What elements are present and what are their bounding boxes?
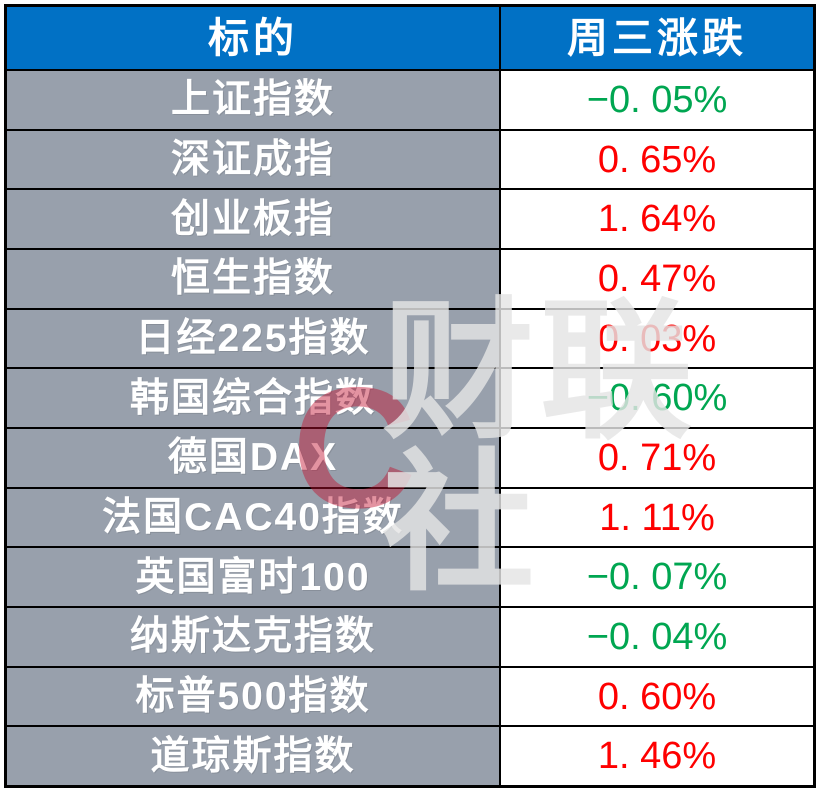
table-header-row: 标的 周三涨跌 [7, 7, 813, 69]
table-row: 深证成指 0. 65% [7, 128, 813, 189]
table-row: 道琼斯指数 1. 46% [7, 725, 813, 786]
index-name: 纳斯达克指数 [7, 608, 501, 666]
index-name: 上证指数 [7, 71, 501, 129]
table-row: 创业板指 1. 64% [7, 188, 813, 249]
table-row: 德国DAX 0. 71% [7, 427, 813, 487]
index-change-value: 1. 46% [501, 727, 813, 786]
index-change-value: 0. 65% [501, 130, 813, 189]
index-name: 创业板指 [7, 190, 501, 249]
table-row: 法国CAC40指数 1. 11% [7, 486, 813, 547]
index-change-value: −0. 04% [501, 608, 813, 666]
index-change-value: 1. 11% [501, 488, 813, 547]
index-name: 道琼斯指数 [7, 727, 501, 786]
index-change-value: −0. 05% [501, 71, 813, 129]
header-wednesday-change: 周三涨跌 [567, 14, 747, 61]
table-row: 韩国综合指数 −0. 60% [7, 367, 813, 428]
index-name: 日经225指数 [7, 309, 501, 368]
table-row: 标普500指数 0. 60% [7, 665, 813, 726]
index-name: 恒生指数 [7, 250, 501, 308]
index-name: 英国富时100 [7, 548, 501, 607]
table-row: 恒生指数 0. 47% [7, 248, 813, 308]
table-row: 英国富时100 −0. 07% [7, 546, 813, 607]
index-change-value: 0. 47% [501, 250, 813, 308]
index-name: 法国CAC40指数 [7, 488, 501, 547]
table-row: 上证指数 −0. 05% [7, 69, 813, 129]
indices-change-table: 标的 周三涨跌 上证指数 −0. 05% 深证成指 0. 65% 创业板指 1.… [4, 4, 816, 788]
index-change-value: 0. 71% [501, 429, 813, 487]
index-change-value: −0. 60% [501, 369, 813, 428]
table-row: 日经225指数 0. 03% [7, 307, 813, 368]
index-change-value: 0. 03% [501, 309, 813, 368]
index-change-value: 1. 64% [501, 190, 813, 249]
index-change-value: 0. 60% [501, 667, 813, 726]
header-target: 标的 [7, 7, 501, 69]
index-name: 德国DAX [7, 429, 501, 487]
index-name: 标普500指数 [7, 667, 501, 726]
index-name: 深证成指 [7, 130, 501, 189]
index-name: 韩国综合指数 [7, 369, 501, 428]
table-row: 纳斯达克指数 −0. 04% [7, 606, 813, 666]
index-change-value: −0. 07% [501, 548, 813, 607]
